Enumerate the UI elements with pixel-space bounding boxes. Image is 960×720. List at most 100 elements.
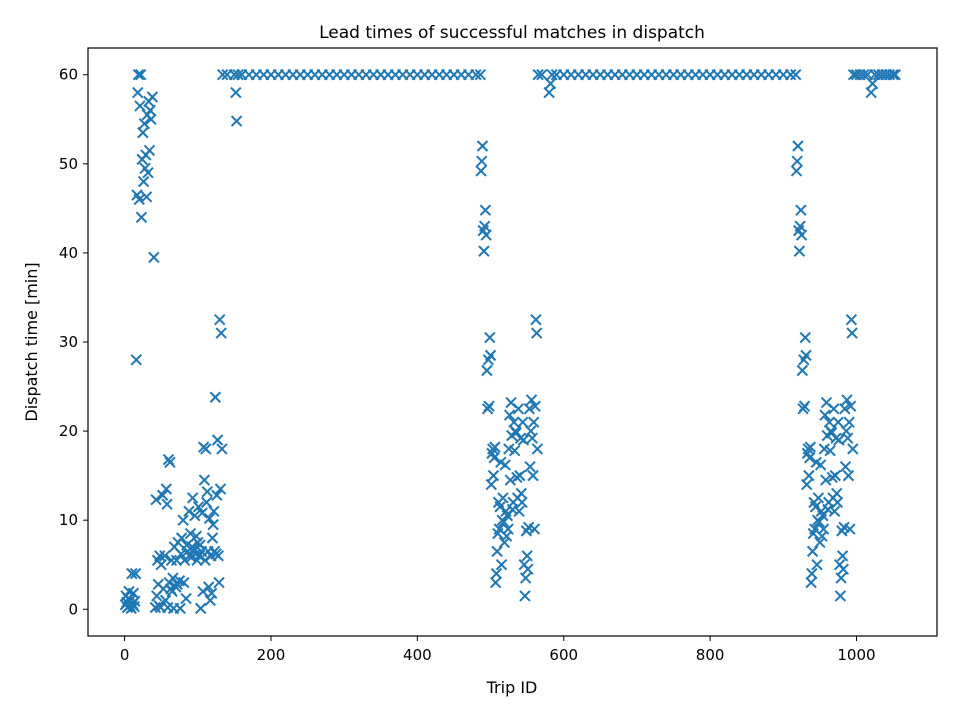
x-tick-label: 1000 [837, 646, 875, 664]
data-point-marker [543, 86, 555, 99]
data-point-marker [154, 550, 166, 562]
data-point-marker [483, 400, 495, 412]
data-point-marker [209, 391, 222, 403]
data-point-marker [841, 394, 853, 406]
data-point-marker [134, 69, 147, 81]
data-point-marker [796, 364, 809, 377]
data-point-marker [516, 496, 528, 509]
data-point-marker [799, 331, 811, 344]
data-point-marker [167, 572, 179, 584]
data-point-marker [524, 461, 536, 473]
data-point-marker [137, 175, 150, 188]
data-point-marker [832, 416, 844, 428]
x-tick-label: 0 [120, 646, 130, 664]
data-point-marker [522, 563, 534, 575]
data-point-marker [481, 364, 493, 377]
data-point-marker [512, 403, 525, 415]
data-point-marker [829, 469, 841, 482]
data-point-marker [498, 516, 510, 528]
data-point-marker [844, 400, 857, 412]
data-point-marker [836, 550, 849, 562]
x-axis-label: Trip ID [486, 678, 538, 697]
data-point-marker [528, 416, 540, 428]
data-point-marker [887, 69, 899, 81]
data-point-marker [811, 559, 823, 571]
data-point-marker [819, 409, 831, 421]
data-point-marker [842, 469, 855, 482]
data-point-marker [207, 518, 219, 531]
data-point-marker [150, 493, 162, 506]
data-point-marker [497, 492, 509, 504]
data-point-marker [530, 314, 542, 326]
data-point-marker [146, 91, 159, 103]
data-point-marker [532, 69, 544, 81]
y-axis-label: Dispatch time [min] [22, 262, 41, 421]
x-axis-ticks: 0 200 400 600 800 1000 [120, 636, 876, 664]
data-point-marker [144, 104, 156, 117]
data-point-marker [835, 572, 847, 584]
data-point-marker [805, 576, 817, 589]
data-point-marker [498, 536, 511, 549]
data-point-marker [129, 567, 142, 580]
data-point-marker [834, 590, 847, 602]
data-point-marker [513, 505, 525, 517]
data-point-marker [842, 432, 854, 444]
y-axis-ticks: 0 10 20 30 40 50 60 [59, 66, 88, 618]
data-point-marker [508, 444, 521, 457]
data-point-marker [129, 595, 141, 607]
data-point-marker [508, 416, 520, 428]
data-point-marker [812, 492, 825, 504]
data-point-marker [828, 403, 840, 415]
data-point-marker [843, 416, 855, 428]
data-point-marker [837, 563, 850, 575]
data-point-marker [519, 572, 532, 584]
data-point-marker [525, 394, 538, 406]
data-point-marker [517, 434, 530, 446]
data-point-marker [793, 245, 806, 257]
data-point-marker [529, 400, 541, 412]
data-point-marker [795, 204, 807, 216]
data-point-marker [211, 489, 223, 501]
data-point-marker [211, 434, 224, 446]
data-point-marker [801, 478, 813, 491]
data-point-marker [155, 559, 167, 571]
data-point-marker [135, 211, 148, 223]
data-point-marker [546, 69, 558, 81]
data-point-marker [232, 69, 244, 81]
data-point-marker [795, 229, 808, 241]
data-point-marker [484, 349, 497, 362]
data-point-marker [495, 559, 508, 571]
data-point-marker [165, 554, 178, 566]
data-point-marker [806, 545, 819, 558]
data-point-marker [145, 113, 157, 125]
data-point-marker [833, 434, 845, 446]
data-point-marker [480, 229, 492, 241]
data-point-marker [784, 69, 797, 81]
data-point-marker [156, 489, 169, 501]
data-point-marker [174, 602, 186, 615]
x-tick-label: 200 [257, 646, 286, 664]
y-tick-label: 0 [68, 600, 78, 618]
data-point-marker [214, 483, 227, 495]
x-tick-label: 800 [696, 646, 725, 664]
data-point-marker [889, 69, 901, 81]
data-point-marker [844, 523, 856, 535]
data-point-marker [831, 496, 844, 509]
data-point-marker [484, 331, 496, 344]
data-point-marker [839, 403, 851, 415]
data-point-marker [813, 516, 825, 528]
data-point-marker [138, 118, 151, 130]
data-points [119, 69, 901, 615]
data-point-marker [212, 550, 224, 562]
data-point-marker [208, 505, 220, 517]
data-point-marker [470, 69, 482, 81]
data-point-marker [133, 193, 145, 206]
data-point-marker [514, 469, 526, 482]
data-point-marker [214, 314, 226, 326]
data-point-marker [177, 514, 189, 526]
data-point-marker [847, 443, 859, 455]
data-point-marker [790, 165, 803, 177]
data-point-marker [502, 523, 514, 535]
data-point-marker [792, 140, 804, 152]
data-point-marker [519, 590, 531, 602]
